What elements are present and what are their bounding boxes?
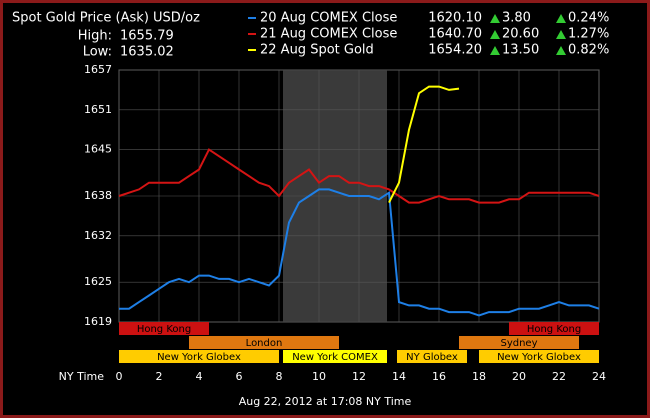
- session-label: Sydney: [500, 338, 537, 349]
- y-tick-label: 1645: [84, 143, 112, 156]
- legend-change: 13.50: [502, 43, 539, 58]
- x-tick-label: 24: [592, 370, 606, 383]
- stat-value: 1655.79: [120, 29, 174, 44]
- x-tick-label: 10: [312, 370, 326, 383]
- legend-name: 20 Aug COMEX Close: [260, 11, 397, 26]
- legend-change: 3.80: [502, 11, 531, 26]
- legend-change-pct: 0.24%: [568, 11, 609, 26]
- session-bar: [459, 336, 579, 349]
- session-label: NY Globex: [406, 352, 458, 363]
- y-tick-label: 1619: [84, 315, 112, 328]
- legend-name: 22 Aug Spot Gold: [260, 43, 374, 58]
- y-tick-label: 1651: [84, 103, 112, 116]
- series-line: [118, 148, 600, 204]
- series-line: [119, 188, 600, 317]
- session-label: New York Globex: [497, 352, 581, 363]
- chart-title: Spot Gold Price (Ask) USD/oz: [12, 11, 200, 26]
- y-tick-label: 1625: [84, 275, 112, 288]
- x-tick-label: 22: [552, 370, 566, 383]
- x-tick-label: 4: [196, 370, 203, 383]
- stat-label: High:: [78, 29, 112, 44]
- session-bar: [479, 350, 599, 363]
- y-tick-label: 1638: [84, 189, 112, 202]
- legend-close: 1654.20: [428, 43, 482, 58]
- session-bar: [283, 350, 387, 363]
- x-axis-label: NY Time: [59, 370, 105, 383]
- session-label: Hong Kong: [137, 324, 191, 335]
- legend-close: 1640.70: [428, 27, 482, 42]
- session-label: Hong Kong: [527, 324, 581, 335]
- x-tick-label: 2: [156, 370, 163, 383]
- series-line: [388, 85, 460, 204]
- y-tick-label: 1632: [84, 229, 112, 242]
- stat-value: 1635.02: [120, 45, 174, 60]
- up-arrow: [556, 46, 566, 55]
- x-tick-label: 16: [432, 370, 446, 383]
- x-tick-label: 6: [236, 370, 243, 383]
- up-arrow: [556, 14, 566, 23]
- session-label: New York Globex: [157, 352, 241, 363]
- legend-close: 1620.10: [428, 11, 482, 26]
- up-arrow: [556, 30, 566, 39]
- x-tick-label: 12: [352, 370, 366, 383]
- legend-name: 21 Aug COMEX Close: [260, 27, 397, 42]
- x-tick-label: 0: [116, 370, 123, 383]
- x-tick-label: 20: [512, 370, 526, 383]
- y-tick-label: 1657: [84, 63, 112, 76]
- up-arrow: [490, 46, 500, 55]
- footer: Aug 22, 2012 at 17:08 NY Time: [239, 395, 412, 408]
- session-bar: [509, 322, 599, 335]
- legend-change: 20.60: [502, 27, 539, 42]
- up-arrow: [490, 30, 500, 39]
- legend-change-pct: 1.27%: [568, 27, 609, 42]
- up-arrow: [490, 14, 500, 23]
- legend-change-pct: 0.82%: [568, 43, 609, 58]
- session-bar: [119, 350, 279, 363]
- session-label: London: [246, 338, 283, 349]
- session-bar: [119, 322, 209, 335]
- session-bar: [397, 350, 467, 363]
- x-tick-label: 14: [392, 370, 406, 383]
- stat-label: Low:: [83, 45, 112, 60]
- x-tick-label: 8: [276, 370, 283, 383]
- session-label: New York COMEX: [292, 352, 378, 363]
- session-bar: [189, 336, 339, 349]
- x-tick-label: 18: [472, 370, 486, 383]
